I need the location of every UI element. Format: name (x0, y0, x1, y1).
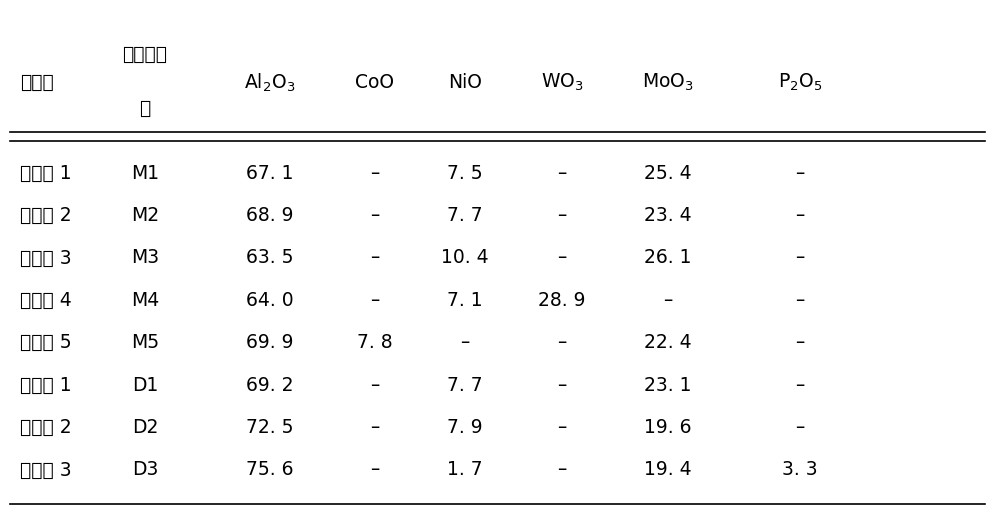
Text: –: – (557, 461, 567, 479)
Text: 号: 号 (139, 99, 151, 118)
Text: 26. 1: 26. 1 (644, 249, 692, 267)
Text: 实施例 3: 实施例 3 (20, 249, 72, 267)
Text: WO$_3$: WO$_3$ (541, 72, 583, 94)
Text: D1: D1 (132, 376, 158, 394)
Text: –: – (795, 206, 805, 225)
Text: NiO: NiO (448, 73, 482, 92)
Text: 实施例: 实施例 (20, 73, 54, 92)
Text: 对比例 2: 对比例 2 (20, 418, 72, 437)
Text: 63. 5: 63. 5 (246, 249, 294, 267)
Text: 对比例 3: 对比例 3 (20, 461, 72, 479)
Text: –: – (557, 164, 567, 183)
Text: 67. 1: 67. 1 (246, 164, 294, 183)
Text: –: – (557, 333, 567, 352)
Text: –: – (557, 376, 567, 394)
Text: –: – (795, 291, 805, 310)
Text: 23. 1: 23. 1 (644, 376, 692, 394)
Text: 1. 7: 1. 7 (447, 461, 483, 479)
Text: 23. 4: 23. 4 (644, 206, 692, 225)
Text: 10. 4: 10. 4 (441, 249, 489, 267)
Text: –: – (370, 249, 380, 267)
Text: M1: M1 (131, 164, 159, 183)
Text: 68. 9: 68. 9 (246, 206, 294, 225)
Text: 69. 9: 69. 9 (246, 333, 294, 352)
Text: 28. 9: 28. 9 (538, 291, 586, 310)
Text: M4: M4 (131, 291, 159, 310)
Text: 19. 4: 19. 4 (644, 461, 692, 479)
Text: –: – (460, 333, 470, 352)
Text: –: – (370, 461, 380, 479)
Text: 3. 3: 3. 3 (782, 461, 818, 479)
Text: –: – (370, 164, 380, 183)
Text: 69. 2: 69. 2 (246, 376, 294, 394)
Text: 实施例 1: 实施例 1 (20, 164, 72, 183)
Text: –: – (370, 418, 380, 437)
Text: –: – (663, 291, 673, 310)
Text: 实施例 2: 实施例 2 (20, 206, 72, 225)
Text: M3: M3 (131, 249, 159, 267)
Text: 实施例 4: 实施例 4 (20, 291, 72, 310)
Text: 19. 6: 19. 6 (644, 418, 692, 437)
Text: P$_2$O$_5$: P$_2$O$_5$ (778, 72, 822, 94)
Text: 对比例 1: 对比例 1 (20, 376, 72, 394)
Text: –: – (557, 206, 567, 225)
Text: –: – (557, 249, 567, 267)
Text: –: – (795, 333, 805, 352)
Text: –: – (370, 206, 380, 225)
Text: 7. 8: 7. 8 (357, 333, 393, 352)
Text: 72. 5: 72. 5 (246, 418, 294, 437)
Text: –: – (795, 376, 805, 394)
Text: –: – (795, 249, 805, 267)
Text: 7. 7: 7. 7 (447, 206, 483, 225)
Text: –: – (557, 418, 567, 437)
Text: 催化剑编: 催化剑编 (122, 45, 168, 64)
Text: D2: D2 (132, 418, 158, 437)
Text: –: – (795, 418, 805, 437)
Text: 7. 5: 7. 5 (447, 164, 483, 183)
Text: –: – (370, 376, 380, 394)
Text: 25. 4: 25. 4 (644, 164, 692, 183)
Text: 7. 9: 7. 9 (447, 418, 483, 437)
Text: 64. 0: 64. 0 (246, 291, 294, 310)
Text: 22. 4: 22. 4 (644, 333, 692, 352)
Text: –: – (795, 164, 805, 183)
Text: 7. 1: 7. 1 (447, 291, 483, 310)
Text: Al$_2$O$_3$: Al$_2$O$_3$ (244, 71, 296, 94)
Text: 75. 6: 75. 6 (246, 461, 294, 479)
Text: M5: M5 (131, 333, 159, 352)
Text: MoO$_3$: MoO$_3$ (642, 72, 694, 94)
Text: –: – (370, 291, 380, 310)
Text: M2: M2 (131, 206, 159, 225)
Text: D3: D3 (132, 461, 158, 479)
Text: CoO: CoO (356, 73, 394, 92)
Text: 7. 7: 7. 7 (447, 376, 483, 394)
Text: 实施例 5: 实施例 5 (20, 333, 72, 352)
